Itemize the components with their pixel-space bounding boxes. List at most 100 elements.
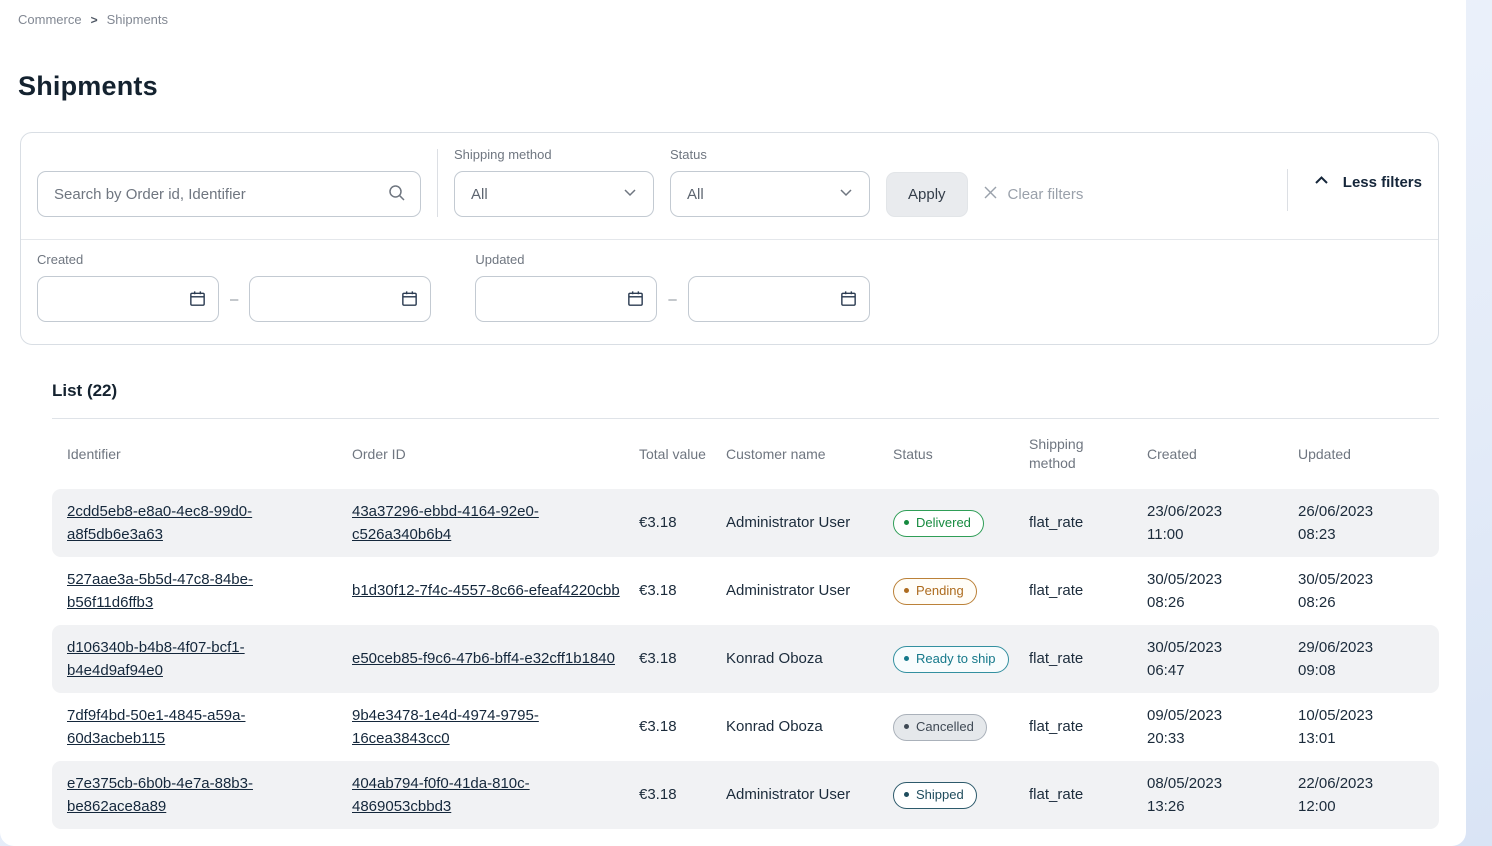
status-dot-icon	[904, 656, 909, 662]
updated-time: 08:23	[1298, 526, 1336, 543]
order-id-cell: 43a37296-ebbd-4164-92e0-c526a340b6b4	[352, 490, 639, 557]
status-value: All	[687, 185, 704, 203]
calendar-icon[interactable]	[626, 289, 645, 308]
updated-label: Updated	[475, 252, 525, 267]
customer-name: Konrad Oboza	[726, 650, 823, 668]
total-value: €3.18	[639, 786, 677, 804]
table-row: 7df9f4bd-50e1-4845-a59a-60d3acbeb115 9b4…	[52, 693, 1439, 761]
created-from-input[interactable]	[37, 276, 219, 322]
breadcrumb-commerce[interactable]: Commerce	[18, 12, 82, 27]
identifier-link[interactable]: 7df9f4bd-50e1-4845-a59a-60d3acbeb115	[67, 706, 246, 747]
breadcrumb: Commerce > Shipments	[0, 0, 1466, 27]
list-divider	[52, 418, 1439, 419]
created-to-input[interactable]	[249, 276, 432, 322]
search-input[interactable]	[37, 171, 421, 217]
order-id-link[interactable]: b1d30f12-7f4c-4557-8c66-efeaf4220cbb	[352, 582, 620, 600]
updated-date: 29/06/2023	[1298, 638, 1374, 656]
calendar-icon[interactable]	[839, 289, 858, 308]
customer-name: Administrator User	[726, 786, 851, 804]
updated-to-input[interactable]	[687, 276, 870, 322]
column-header-identifier: Identifier	[67, 445, 121, 462]
status-cell: Pending	[893, 567, 1029, 615]
status-cell: Ready to ship	[893, 635, 1029, 683]
updated-from-wrap	[475, 276, 658, 322]
chevron-down-icon	[837, 183, 855, 205]
updated-at: 10/05/2023 13:01	[1298, 694, 1417, 761]
less-filters-label: Less filters	[1342, 173, 1422, 191]
calendar-icon[interactable]	[188, 289, 207, 308]
status-badge: Pending	[893, 577, 977, 605]
less-filters-toggle[interactable]: Less filters	[1312, 171, 1422, 194]
status-dot-icon	[904, 724, 909, 730]
order-id-link[interactable]: 9b4e3478-1e4d-4974-9795-16cea3843cc0	[352, 706, 539, 747]
updated-date: 22/06/2023	[1298, 774, 1374, 792]
apply-button[interactable]: Apply	[886, 172, 968, 217]
identifier-link[interactable]: d106340b-b4b8-4f07-bcf1-b4e4d9af94e0	[67, 638, 245, 679]
identifier-cell: 527aae3a-5b5d-47c8-84be-b56f11d6ffb3	[67, 558, 352, 625]
identifier-cell: 7df9f4bd-50e1-4845-a59a-60d3acbeb115	[67, 694, 352, 761]
created-label: Created	[37, 252, 84, 267]
created-date: 09/05/2023	[1147, 706, 1223, 724]
order-id-cell: e50ceb85-f9c6-47b6-bff4-e32cff1b1840	[352, 637, 639, 680]
shipping-method: flat_rate	[1029, 650, 1084, 668]
identifier-cell: e7e375cb-6b0b-4e7a-88b3-be862ace8a89	[67, 762, 352, 829]
clear-filters-button[interactable]: Clear filters	[982, 172, 1084, 217]
order-id-link[interactable]: e50ceb85-f9c6-47b6-bff4-e32cff1b1840	[352, 650, 615, 668]
created-time: 06:47	[1147, 662, 1185, 679]
updated-date: 30/05/2023	[1298, 570, 1374, 588]
status-badge: Delivered	[893, 509, 984, 537]
created-from-wrap	[37, 276, 219, 322]
status-cell: Shipped	[893, 771, 1029, 819]
identifier-link[interactable]: 527aae3a-5b5d-47c8-84be-b56f11d6ffb3	[67, 570, 253, 611]
created-date: 30/05/2023	[1147, 638, 1223, 656]
breadcrumb-shipments[interactable]: Shipments	[106, 12, 169, 27]
updated-at: 26/06/2023 08:23	[1298, 490, 1417, 557]
filters-panel: Shipping method All Status All	[20, 132, 1439, 345]
shipping-method-value: All	[471, 185, 488, 203]
identifier-link[interactable]: e7e375cb-6b0b-4e7a-88b3-be862ace8a89	[67, 774, 253, 815]
created-time: 08:26	[1147, 594, 1185, 611]
created-at: 09/05/2023 20:33	[1147, 694, 1298, 761]
status-text: Cancelled	[916, 718, 974, 734]
column-header-total-value: Total value	[639, 445, 706, 462]
updated-time: 09:08	[1298, 662, 1336, 679]
column-header-customer-name: Customer name	[726, 445, 826, 462]
created-date: 08/05/2023	[1147, 774, 1223, 792]
status-select[interactable]: All	[670, 171, 870, 217]
shipping-method: flat_rate	[1029, 718, 1084, 736]
filters-row-main: Shipping method All Status All	[21, 133, 1438, 239]
column-header-shipping-method: Shipping method	[1029, 436, 1084, 471]
created-time: 11:00	[1147, 526, 1184, 543]
status-cell: Delivered	[893, 499, 1029, 547]
shipping-method-select[interactable]: All	[454, 171, 654, 217]
list-title: List (22)	[52, 381, 118, 400]
order-id-link[interactable]: 43a37296-ebbd-4164-92e0-c526a340b6b4	[352, 502, 539, 543]
total-value: €3.18	[639, 718, 677, 736]
calendar-icon[interactable]	[400, 289, 419, 308]
total-value: €3.18	[639, 514, 677, 532]
customer-name: Administrator User	[726, 514, 851, 532]
updated-date: 26/06/2023	[1298, 502, 1374, 520]
updated-time: 12:00	[1298, 798, 1336, 815]
created-at: 30/05/2023 08:26	[1147, 558, 1298, 625]
order-id-cell: 404ab794-f0f0-41da-810c-4869053cbbd3	[352, 762, 639, 829]
clear-filters-label: Clear filters	[1007, 186, 1084, 203]
order-id-cell: 9b4e3478-1e4d-4974-9795-16cea3843cc0	[352, 694, 639, 761]
total-value: €3.18	[639, 650, 677, 668]
updated-to-wrap	[687, 276, 870, 322]
status-badge: Shipped	[893, 781, 977, 809]
updated-date-filter: Updated –	[475, 252, 870, 322]
customer-name: Konrad Oboza	[726, 718, 823, 736]
spacer	[1083, 147, 1286, 217]
order-id-link[interactable]: 404ab794-f0f0-41da-810c-4869053cbbd3	[352, 774, 530, 815]
identifier-link[interactable]: 2cdd5eb8-e8a0-4ec8-99d0-a8f5db6e3a63	[67, 502, 253, 543]
updated-at: 29/06/2023 09:08	[1298, 626, 1417, 693]
updated-from-input[interactable]	[475, 276, 658, 322]
status-dot-icon	[904, 792, 909, 798]
page-title: Shipments	[18, 71, 158, 101]
filter-divider	[1286, 169, 1288, 211]
created-date: 23/06/2023	[1147, 502, 1223, 520]
column-header-status: Status	[893, 445, 933, 462]
table-header-row: Identifier Order ID Total value Customer…	[52, 419, 1439, 489]
created-at: 30/05/2023 06:47	[1147, 626, 1298, 693]
